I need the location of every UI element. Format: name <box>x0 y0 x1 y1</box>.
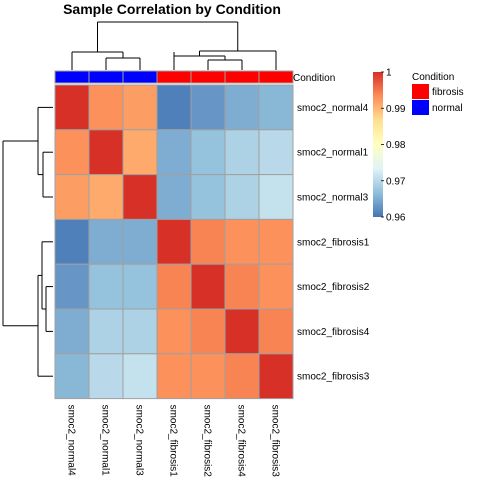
column-label: smoc2_normal3 <box>134 405 145 477</box>
row-label: smoc2_fibrosis1 <box>297 237 370 248</box>
legend-item-label: fibrosis <box>432 87 464 98</box>
column-label: smoc2_fibrosis1 <box>168 405 179 478</box>
chart-title: Sample Correlation by Condition <box>63 1 281 17</box>
heatmap-cell <box>156 353 192 400</box>
heatmap-cell <box>258 353 294 400</box>
heatmap-cell <box>122 174 158 220</box>
heatmap-cell <box>156 263 192 310</box>
color-scale-tick-label: 0.97 <box>386 176 406 187</box>
condition-legend: Condition fibrosis normal <box>412 72 464 115</box>
column-labels: smoc2_normal4 smoc2_normal1 smoc2_normal3 s… <box>66 405 281 478</box>
column-label: smoc2_normal4 <box>66 405 77 477</box>
heatmap-cell <box>156 84 192 131</box>
legend-item-label: normal <box>432 103 463 114</box>
color-scale-gradient <box>373 72 383 217</box>
heatmap-cell <box>224 129 260 176</box>
legend-swatch <box>412 84 429 99</box>
condition-annotation-bar <box>54 70 294 84</box>
heatmap-cell <box>190 84 226 131</box>
heatmap-cell <box>156 129 192 176</box>
heatmap-cell <box>258 263 294 310</box>
heatmap-cell <box>224 308 260 355</box>
heatmap-cell <box>258 84 294 131</box>
heatmap-cell <box>122 84 158 131</box>
heatmap-cell <box>190 174 226 220</box>
heatmap-cell <box>88 84 124 131</box>
annotation-label: Condition <box>293 73 335 84</box>
color-scale-bar: 0.96 0.97 0.98 0.99 1 <box>373 68 406 224</box>
heatmap-cell <box>258 218 294 265</box>
column-label: smoc2_fibrosis4 <box>236 405 247 478</box>
heatmap-cell <box>88 263 124 310</box>
heatmap-cell <box>224 263 260 310</box>
column-label: smoc2_fibrosis2 <box>202 405 213 478</box>
heatmap-cell <box>88 353 124 400</box>
heatmap-cell <box>122 353 158 400</box>
column-label: smoc2_fibrosis3 <box>270 405 281 478</box>
heatmap-cell <box>54 263 90 310</box>
heatmap-cell <box>54 308 90 355</box>
heatmap-cell <box>122 308 158 355</box>
column-label: smoc2_normal1 <box>100 405 111 477</box>
heatmap-cell <box>190 353 226 400</box>
heatmap-cell <box>190 129 226 176</box>
heatmap-cell <box>54 84 90 131</box>
legend-swatch <box>412 100 429 115</box>
color-scale-tick-label: 1 <box>386 68 392 79</box>
heatmap-cells <box>54 84 294 400</box>
row-labels: smoc2_normal4 smoc2_normal1 smoc2_normal3s… <box>297 103 370 383</box>
column-dendrogram <box>71 21 277 70</box>
legend-title: Condition <box>412 72 454 83</box>
heatmap-cell <box>88 129 124 176</box>
heatmap-cell <box>190 218 226 265</box>
annotation-cell <box>88 70 124 84</box>
heatmap-cell <box>54 353 90 400</box>
annotation-cell <box>122 70 158 84</box>
heatmap-cell <box>88 308 124 355</box>
color-scale-tick-label: 0.99 <box>386 104 406 115</box>
annotation-cell <box>54 70 90 84</box>
heatmap-cell <box>224 218 260 265</box>
annotation-cell <box>224 70 260 84</box>
heatmap-cell <box>54 218 90 265</box>
heatmap-cell <box>258 308 294 355</box>
annotation-cell <box>258 70 294 84</box>
heatmap-cell <box>156 308 192 355</box>
row-label: smoc2_normal3 <box>297 193 369 204</box>
row-label: smoc2_fibrosis4 <box>297 327 370 338</box>
heatmap-cell <box>224 174 260 220</box>
annotation-cell <box>190 70 226 84</box>
heatmap-cell <box>88 174 124 220</box>
heatmap-cell <box>88 218 124 265</box>
row-label: smoc2_fibrosis3 <box>297 372 370 383</box>
row-label: smoc2_fibrosis2 <box>297 282 370 293</box>
heatmap-cell <box>190 263 226 310</box>
row-dendrogram <box>2 106 53 377</box>
color-scale-tick-label: 0.96 <box>386 213 406 224</box>
heatmap-cell <box>156 218 192 265</box>
heatmap-cell <box>258 129 294 176</box>
annotation-cell <box>156 70 192 84</box>
heatmap-cell <box>54 129 90 176</box>
row-label: smoc2_normal1 <box>297 148 369 159</box>
row-label: smoc2_normal4 <box>297 103 369 114</box>
heatmap-cell <box>54 174 90 220</box>
heatmap-cell <box>258 174 294 220</box>
heatmap-cell <box>190 308 226 355</box>
heatmap-cell <box>224 84 260 131</box>
heatmap-cell <box>224 353 260 400</box>
color-scale-tick-label: 0.98 <box>386 140 406 151</box>
heatmap-cell <box>156 174 192 220</box>
heatmap-cell <box>122 263 158 310</box>
heatmap-cell <box>122 129 158 176</box>
heatmap-cell <box>122 218 158 265</box>
